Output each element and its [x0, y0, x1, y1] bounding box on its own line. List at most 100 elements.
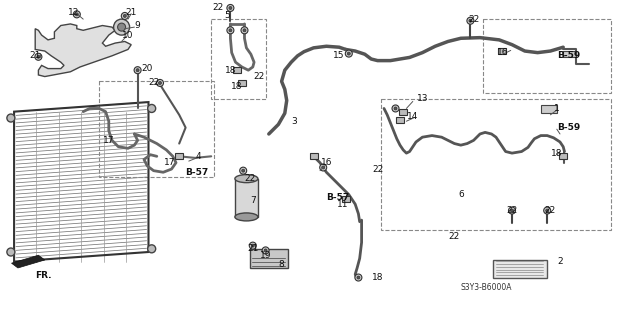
Circle shape: [262, 247, 269, 254]
Text: 3: 3: [292, 117, 297, 126]
Circle shape: [227, 27, 234, 34]
Circle shape: [74, 11, 80, 18]
Circle shape: [7, 114, 15, 122]
Text: 1: 1: [554, 104, 559, 113]
Text: 16: 16: [321, 158, 332, 167]
Circle shape: [250, 242, 256, 249]
Circle shape: [392, 105, 399, 112]
Circle shape: [134, 67, 141, 74]
Text: 22: 22: [244, 174, 255, 183]
Text: 22: 22: [212, 4, 223, 12]
Bar: [559, 153, 567, 159]
Text: 22: 22: [545, 206, 556, 215]
Text: 22: 22: [449, 232, 460, 241]
Text: B-59: B-59: [557, 51, 580, 60]
Text: 17: 17: [164, 158, 175, 167]
Circle shape: [76, 13, 78, 16]
Ellipse shape: [235, 174, 258, 183]
Text: 22: 22: [372, 165, 383, 174]
Circle shape: [35, 53, 42, 60]
Text: 10: 10: [122, 31, 134, 40]
Circle shape: [118, 23, 125, 31]
Circle shape: [7, 248, 15, 256]
Circle shape: [148, 104, 156, 113]
Text: 22: 22: [148, 78, 159, 87]
Circle shape: [229, 29, 232, 32]
Circle shape: [509, 207, 515, 214]
Text: 22: 22: [468, 15, 479, 24]
Text: 2: 2: [557, 257, 563, 266]
Bar: [175, 153, 183, 159]
Bar: [310, 153, 317, 159]
Bar: [396, 117, 404, 122]
Circle shape: [357, 276, 360, 279]
Text: 18: 18: [231, 82, 243, 91]
Text: 20: 20: [141, 64, 153, 73]
Circle shape: [355, 274, 362, 281]
Bar: [238, 80, 246, 86]
Text: 8: 8: [279, 260, 284, 269]
Circle shape: [241, 27, 248, 34]
Text: FR.: FR.: [35, 271, 52, 280]
Text: 5: 5: [225, 11, 230, 20]
Circle shape: [252, 244, 254, 247]
Circle shape: [240, 167, 246, 174]
Bar: [342, 197, 349, 202]
Polygon shape: [35, 24, 131, 77]
Text: 18: 18: [551, 149, 563, 158]
Circle shape: [264, 249, 267, 252]
Circle shape: [124, 14, 126, 18]
Bar: [541, 105, 557, 113]
Circle shape: [469, 19, 472, 22]
Text: 18: 18: [225, 66, 236, 75]
Ellipse shape: [235, 213, 258, 221]
Bar: [235, 179, 258, 217]
Bar: [499, 48, 506, 54]
Text: 18: 18: [372, 273, 383, 282]
Text: 21: 21: [125, 8, 137, 17]
Circle shape: [227, 4, 234, 11]
Bar: [233, 67, 241, 73]
Text: 17: 17: [103, 136, 115, 145]
Text: 22: 22: [253, 72, 265, 81]
Text: 6: 6: [458, 190, 463, 199]
Circle shape: [229, 6, 232, 10]
Text: 7: 7: [250, 197, 255, 205]
Bar: [250, 249, 288, 268]
Circle shape: [511, 209, 513, 212]
Bar: [493, 260, 547, 278]
Circle shape: [322, 166, 324, 169]
Circle shape: [544, 207, 550, 214]
Circle shape: [546, 209, 548, 212]
Circle shape: [148, 245, 156, 253]
Text: 19: 19: [260, 251, 271, 260]
Circle shape: [122, 12, 128, 19]
Circle shape: [157, 79, 163, 86]
Circle shape: [467, 17, 474, 24]
Text: B-59: B-59: [557, 123, 580, 132]
Circle shape: [320, 164, 326, 171]
Text: 9: 9: [135, 21, 140, 30]
Text: 16: 16: [497, 48, 508, 57]
Text: 13: 13: [417, 94, 428, 103]
Text: 14: 14: [407, 112, 419, 121]
Circle shape: [242, 169, 244, 172]
Bar: [399, 109, 407, 115]
Circle shape: [159, 81, 161, 85]
Bar: [563, 51, 576, 57]
Text: 4: 4: [196, 152, 201, 161]
Polygon shape: [12, 255, 45, 268]
Text: B-57: B-57: [186, 168, 209, 177]
Circle shape: [346, 50, 352, 57]
Circle shape: [37, 55, 40, 58]
Text: 21: 21: [247, 244, 259, 253]
Text: 15: 15: [333, 51, 345, 60]
Circle shape: [243, 29, 246, 32]
Text: 22: 22: [506, 206, 518, 215]
Text: S3Y3-B6000A: S3Y3-B6000A: [461, 283, 512, 292]
Text: 12: 12: [68, 8, 79, 17]
Text: B-57: B-57: [326, 193, 349, 202]
Circle shape: [114, 19, 129, 35]
Text: 21: 21: [29, 51, 41, 60]
Circle shape: [136, 69, 139, 72]
